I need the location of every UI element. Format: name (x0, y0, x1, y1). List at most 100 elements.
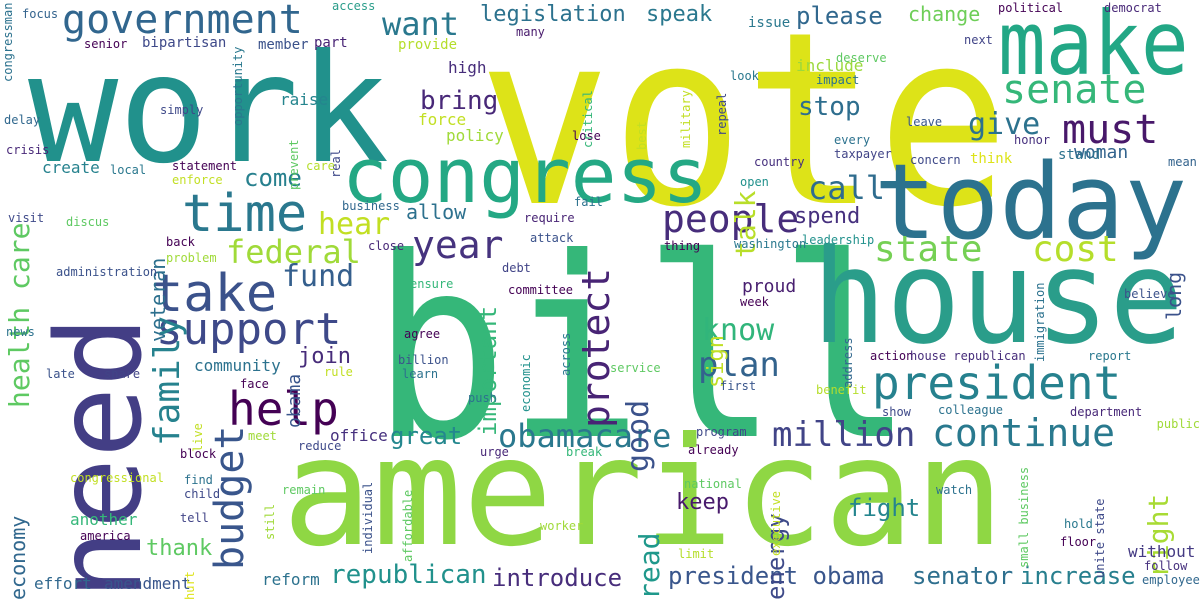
word-floor: floor (1060, 535, 1097, 549)
word-provide: provide (398, 37, 458, 53)
word-time: time (182, 184, 308, 244)
word-rule: rule (324, 365, 353, 379)
word-keep: keep (676, 490, 729, 515)
word-today: today (874, 141, 1188, 263)
word-thank: thank (146, 536, 213, 561)
word-back: back (166, 235, 195, 249)
word-executive: executive (769, 490, 783, 556)
word-please: please (796, 2, 883, 30)
word-house: house (812, 221, 1184, 373)
word-president: president (872, 356, 1122, 410)
word-break: break (566, 445, 603, 459)
word-speak: speak (646, 2, 713, 27)
word-proud: proud (742, 276, 797, 297)
word-fail: fail (574, 195, 603, 209)
word-first: first (720, 379, 757, 393)
word-prevent: prevent (287, 139, 301, 190)
word-protect: protect (574, 267, 618, 428)
word-discus: discus (66, 215, 110, 229)
word-committee: committee (508, 283, 574, 297)
word-bring: bring (420, 86, 499, 116)
word-action: action (870, 349, 914, 363)
word-affordable: affordable (401, 489, 415, 562)
word-report: report (1088, 349, 1132, 363)
word-congressman: congressman (1, 2, 15, 82)
word-political: political (998, 1, 1064, 15)
word-office: office (330, 426, 388, 445)
word-child: child (184, 487, 221, 501)
word-military: military (679, 90, 693, 148)
word-fund: fund (282, 259, 355, 294)
word-call: call (808, 169, 886, 207)
word-include: include (796, 56, 864, 75)
word-raise: raise (280, 90, 329, 109)
word-president-obama: president obama (668, 562, 885, 590)
word-hear: hear (318, 207, 391, 242)
word-woman: woman (1074, 142, 1129, 163)
word-legislation: legislation (480, 2, 626, 27)
word-leadership: leadership (802, 233, 875, 247)
word-take: take (152, 264, 278, 324)
word-increase: increase (1020, 562, 1136, 590)
word-government: government (62, 0, 303, 43)
word-focus: focus (22, 7, 59, 21)
word-honor: honor (1014, 133, 1051, 147)
word-continue: continue (932, 411, 1116, 455)
word-follow: follow (1144, 559, 1188, 573)
word-hurt: hurt (183, 571, 197, 600)
word-opportunity: opportunity (231, 46, 245, 126)
word-benefit: benefit (816, 383, 867, 397)
word-face: face (240, 377, 269, 391)
word-spend: spend (794, 204, 861, 229)
word-meet: meet (248, 429, 277, 443)
word-public: public (1156, 417, 1200, 431)
word-already: already (688, 443, 739, 457)
word-limit: limit (678, 547, 715, 561)
word-repeal: repeal (715, 92, 729, 136)
word-cost: cost (1032, 229, 1119, 270)
word-economy: economy (6, 515, 30, 600)
word-national: national (684, 477, 742, 491)
word-program: program (696, 425, 747, 439)
word-taxpayer: taxpayer (834, 147, 892, 161)
word-hold: hold (1064, 517, 1093, 531)
word-plan: plan (698, 345, 780, 385)
word-service: service (610, 361, 661, 375)
word-require: require (524, 211, 575, 225)
word-lose: lose (572, 129, 601, 143)
word-amendment: amendment (104, 574, 191, 593)
word-open: open (740, 175, 769, 189)
word-share: share (104, 367, 141, 381)
word-work: work (28, 23, 390, 197)
word-obamacare: obamacare (498, 417, 672, 455)
word-reduce: reduce (298, 439, 342, 453)
word-senior: senior (84, 37, 128, 51)
word-every: every (834, 133, 871, 147)
word-vote: vote (478, 0, 1010, 260)
word-congress: congress (342, 131, 709, 220)
word-million: million (772, 415, 916, 455)
word-attack: attack (530, 231, 574, 245)
word-problem: problem (166, 251, 217, 265)
word-show: show (882, 405, 911, 419)
word-late: late (46, 367, 75, 381)
word-enforce: enforce (172, 173, 223, 187)
word-people: people (662, 197, 800, 241)
word-care: care (306, 159, 335, 173)
word-watch: watch (936, 483, 973, 497)
word-critical: critical (581, 90, 595, 148)
word-business: business (342, 199, 400, 213)
word-deserve: deserve (836, 51, 887, 65)
word-force: force (418, 110, 467, 129)
word-push: push (468, 391, 497, 405)
word-obama: obama (284, 373, 305, 428)
word-congressional: congressional (70, 471, 164, 485)
word-learn: learn (402, 367, 439, 381)
word-debt: debt (502, 261, 531, 275)
word-ensure: ensure (410, 277, 454, 291)
word-colleague: colleague (938, 403, 1004, 417)
word-department: department (1070, 405, 1143, 419)
word-senator: senator (912, 562, 1014, 590)
word-health-care: health care (3, 222, 36, 408)
word-next: next (964, 33, 993, 47)
